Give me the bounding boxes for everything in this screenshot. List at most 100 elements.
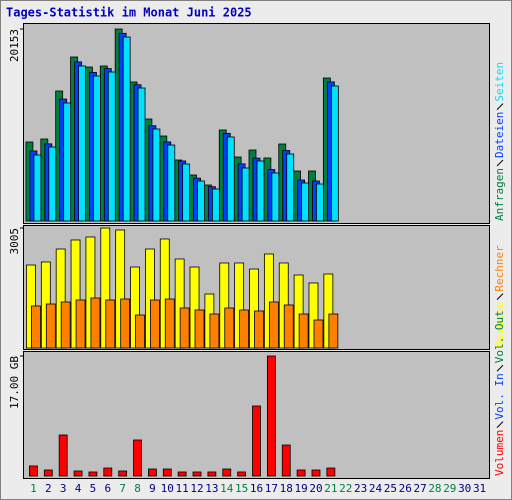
bar <box>237 471 247 477</box>
legend-entry: Seiten <box>493 62 506 102</box>
bar <box>167 144 176 222</box>
bar <box>70 239 81 349</box>
x-tick-label: 15 <box>235 482 248 495</box>
bar <box>122 36 131 222</box>
bar <box>252 405 261 477</box>
bar <box>226 136 235 222</box>
x-tick-label: 22 <box>339 482 352 495</box>
bar <box>293 274 304 349</box>
x-tick-label: 17 <box>265 482 278 495</box>
bar <box>298 313 309 349</box>
legend-entry: Dateien <box>493 112 506 158</box>
bar <box>73 470 83 477</box>
x-tick-label: 26 <box>399 482 412 495</box>
legend-entry: Rechner <box>493 245 506 292</box>
bar <box>88 471 98 477</box>
bar <box>249 268 259 349</box>
bar <box>263 253 274 349</box>
bar <box>234 262 245 349</box>
bar <box>48 146 57 222</box>
legend-separator <box>496 364 504 372</box>
legend-entry: Vol. Out <box>493 310 506 363</box>
bar <box>107 71 116 222</box>
x-tick-label: 27 <box>413 482 426 495</box>
bar <box>164 298 175 349</box>
bar <box>328 313 339 349</box>
bar <box>150 299 160 349</box>
x-tick-label: 19 <box>294 482 307 495</box>
bar <box>159 238 170 349</box>
legend-entry: Vol. In <box>493 373 506 419</box>
legend-separator <box>496 103 504 111</box>
x-tick-label: 10 <box>161 482 174 495</box>
legend-separator <box>496 159 504 167</box>
bar <box>301 182 310 222</box>
bar <box>271 172 280 222</box>
bar <box>241 167 250 222</box>
bar <box>162 468 172 477</box>
bar <box>118 470 128 477</box>
x-tick-label: 5 <box>90 482 97 495</box>
x-tick-label: 29 <box>443 482 456 495</box>
bar <box>286 153 295 222</box>
bar <box>90 297 101 349</box>
bar <box>148 468 157 477</box>
bar <box>281 444 291 477</box>
bar <box>137 87 146 222</box>
bar <box>177 471 187 477</box>
x-tick-label: 14 <box>220 482 234 495</box>
bar <box>75 299 86 349</box>
bar <box>145 248 155 349</box>
x-tick-label: 1 <box>30 482 37 495</box>
bar <box>239 309 250 349</box>
legend-separator <box>496 293 504 300</box>
bar <box>192 471 202 477</box>
bar <box>194 309 205 349</box>
x-tick-label: 30 <box>458 482 471 495</box>
bar <box>283 304 294 349</box>
bar <box>33 154 42 222</box>
bar <box>63 102 72 222</box>
bar <box>296 469 306 477</box>
bar <box>85 236 96 349</box>
bar <box>219 262 230 349</box>
bar <box>308 282 319 349</box>
bar <box>311 469 321 477</box>
bar <box>103 467 113 477</box>
bar <box>268 301 279 349</box>
x-tick-label: 3 <box>60 482 67 495</box>
bar <box>224 307 235 349</box>
bar <box>182 163 191 222</box>
x-tick-label: 18 <box>280 482 293 495</box>
bar <box>211 188 220 222</box>
x-tick-label: 13 <box>205 482 218 495</box>
bar <box>130 266 140 349</box>
bar <box>100 227 111 349</box>
bar <box>43 469 53 477</box>
legend-entry: Besuche <box>493 302 506 348</box>
x-tick-label: 28 <box>428 482 441 495</box>
y-tick-label: 17.00 GB <box>8 356 21 409</box>
bar <box>254 310 264 349</box>
legend-entry: Volumen <box>493 430 506 476</box>
bar <box>93 75 101 222</box>
x-tick-label: 9 <box>149 482 156 495</box>
bar <box>323 273 334 349</box>
bar <box>197 180 205 222</box>
x-tick-label: 16 <box>250 482 263 495</box>
bar <box>60 301 71 349</box>
bar <box>55 248 66 349</box>
bar <box>31 305 41 349</box>
x-tick-label: 21 <box>324 482 337 495</box>
x-tick-label: 4 <box>75 482 82 495</box>
x-tick-label: 6 <box>104 482 111 495</box>
bar <box>179 307 190 349</box>
x-tick-label: 20 <box>309 482 322 495</box>
bar <box>115 229 126 349</box>
x-tick-label: 2 <box>45 482 52 495</box>
bar <box>174 258 185 349</box>
bar <box>209 313 220 349</box>
x-tick-label: 24 <box>369 482 383 495</box>
legend-separator <box>496 421 504 428</box>
